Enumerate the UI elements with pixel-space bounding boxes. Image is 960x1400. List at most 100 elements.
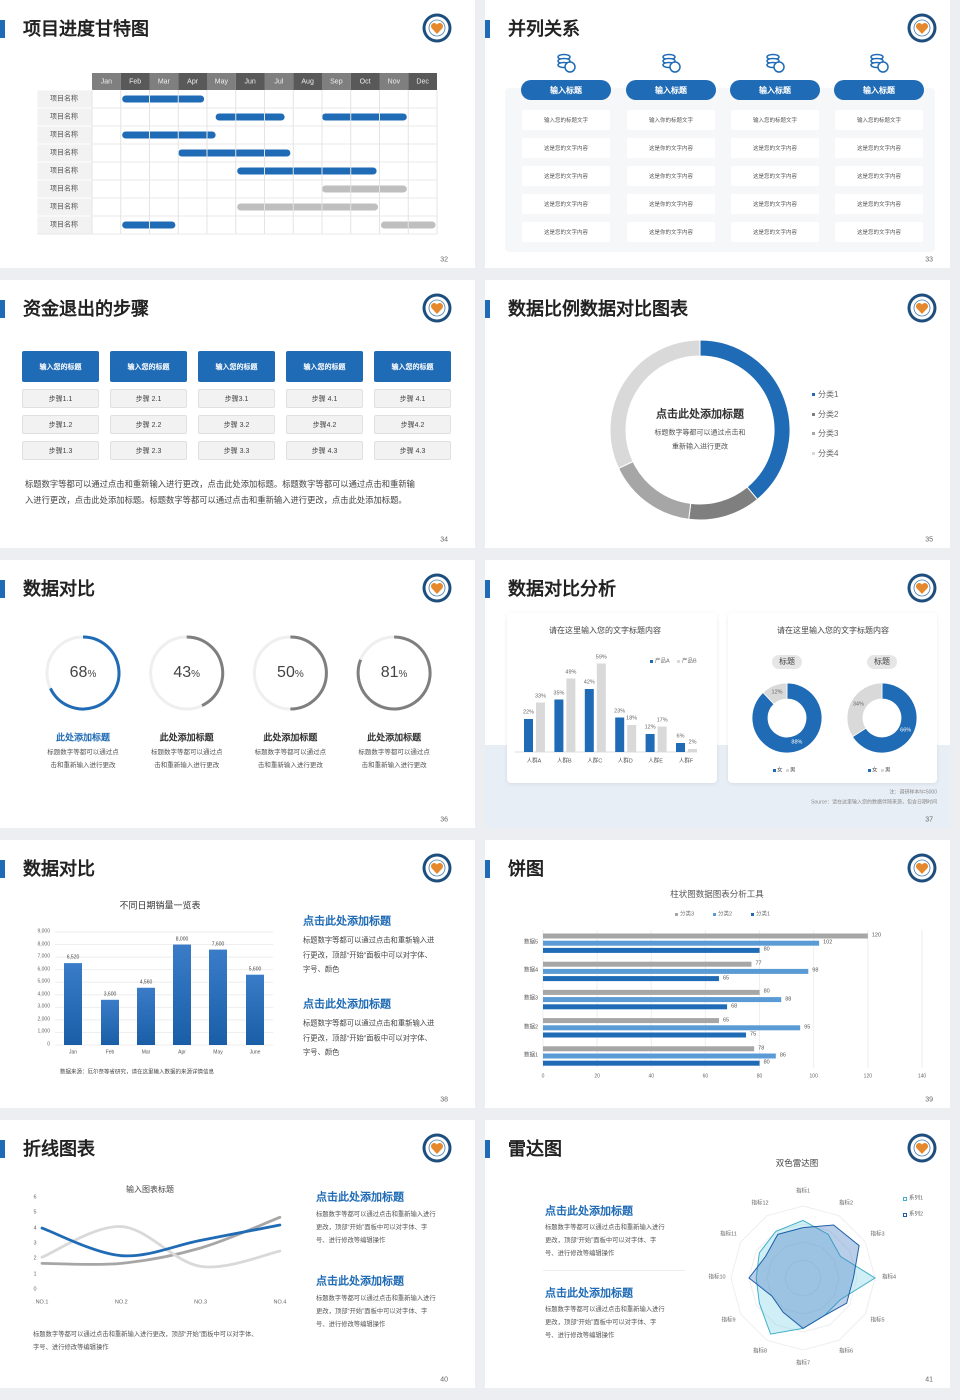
page-number: 40 xyxy=(440,1376,448,1384)
category-label: 人群E xyxy=(648,758,663,765)
block-text: 标题数字等都可以通过点击和重新输入进行 xyxy=(316,1210,436,1218)
chart-title: 输入图表标题 xyxy=(126,1185,174,1194)
line-series-2 xyxy=(40,1225,282,1269)
content-cell: 这是您的文字内容 xyxy=(835,222,923,242)
content-cell: 这是你的文字内容 xyxy=(627,138,715,158)
coin-stack-icon xyxy=(557,53,576,73)
month-header-cell xyxy=(350,73,380,90)
legend-swatch xyxy=(677,660,680,663)
content-cell: 这是您的文字内容 xyxy=(731,222,819,242)
y-tick-label: 8,000 xyxy=(37,941,50,948)
gantt-bar xyxy=(237,203,379,211)
donut-slice-女 xyxy=(751,682,823,754)
bar-产品A xyxy=(584,689,594,752)
step-box: 步骤1.1 xyxy=(22,389,99,408)
page-number: 38 xyxy=(440,1096,448,1104)
step-box: 步骤 4.1 xyxy=(374,389,451,408)
bar-分类3 xyxy=(543,1018,719,1024)
y-tick-label: 0 xyxy=(47,1041,50,1048)
row-label: 项目名称 xyxy=(50,149,78,157)
heart-icon xyxy=(915,862,929,874)
block-text: 标题数字等都可以通过点击和重新输入进 xyxy=(303,935,435,945)
gantt-bar xyxy=(237,167,377,175)
content-cell: 这是您的文字内容 xyxy=(731,194,819,214)
slide-37-analysis: 数据对比分析 37 请在这里输入您的文字标题内容 22% 33% 人群A 35% 49% 人群B… xyxy=(485,560,950,828)
donut-slice-分类2 xyxy=(688,486,759,521)
x-tick-label: 0 xyxy=(541,1073,545,1080)
bar-产品B xyxy=(536,702,545,752)
x-tick-label: 120 xyxy=(863,1073,873,1080)
legend-label: 分类4 xyxy=(818,448,839,458)
donut-center-text: 标题数字等都可以通过点击和 xyxy=(654,429,746,437)
bar-分类1 xyxy=(543,1060,760,1066)
column-header-button[interactable]: 输入标题 xyxy=(521,80,611,100)
title-accent-bar xyxy=(0,860,5,878)
bar-分类3 xyxy=(543,961,752,967)
bar-分类2 xyxy=(543,1025,801,1031)
content-cell: 这是你的文字内容 xyxy=(627,166,715,186)
column-header-button[interactable]: 输入标题 xyxy=(626,80,716,100)
month-header-cell xyxy=(120,73,150,90)
block-text: 标题数字等都可以通过点击和重新输入进行 xyxy=(545,1223,665,1231)
ring-text: 标题数字等都可以通过点 xyxy=(358,748,430,756)
row-label: 项目名称 xyxy=(50,203,78,211)
content-cell: 这是您的文字内容 xyxy=(835,194,923,214)
block-text: 行更改，顶部“开始”面板中可以对字体、 xyxy=(303,949,432,959)
donut-slice-男 xyxy=(762,682,788,705)
school-emblem-logo xyxy=(422,853,452,883)
ring-heading: 此处添加标题 xyxy=(55,732,111,743)
row-label: 项目名称 xyxy=(50,95,78,103)
x-tick-label: Mar xyxy=(141,1049,151,1056)
legend-label: 产品A xyxy=(655,657,670,664)
category-label: 数据2 xyxy=(523,1023,538,1030)
bar-value-label: 4,560 xyxy=(139,979,153,986)
ring-text: 击和重新输入进行更改 xyxy=(154,761,220,769)
title-accent-bar xyxy=(0,300,5,318)
content-cell: 这是您的文字内容 xyxy=(522,194,610,214)
dollar-coin xyxy=(877,61,889,73)
legend-label: 男 xyxy=(790,766,796,773)
step-box: 步骤1.3 xyxy=(22,441,99,460)
slide-36-rings: 数据对比 36 68% 此处添加标题 标题数字等都可以通过点 击和重新输入进行更改 43% 此… xyxy=(0,560,475,828)
step-box: 步骤4.2 xyxy=(374,415,451,434)
radar-axis-label: 指标2 xyxy=(838,1199,854,1206)
title-accent-bar xyxy=(485,300,490,318)
y-tick-label: 0 xyxy=(33,1286,37,1293)
radar-grid xyxy=(766,1241,840,1315)
radar-axis-label: 指标8 xyxy=(752,1348,768,1355)
block-text: 字号、颜色 xyxy=(303,964,340,974)
bar-value-label: 2% xyxy=(688,739,697,746)
legend-swatch xyxy=(903,1213,907,1217)
y-tick-label: 5,000 xyxy=(37,978,50,985)
line-series-3 xyxy=(40,1215,282,1266)
legend-label: 分类3 xyxy=(818,429,839,438)
title-accent-bar xyxy=(485,20,490,38)
slide-39-hbar: 饼图 39 柱状图数据图表分析工具 分类3 分类2 分类1 0 20 40 60 80 100 120 1… xyxy=(485,840,950,1108)
bar-value-label: 68 xyxy=(731,1003,738,1010)
y-tick-label: 2,000 xyxy=(37,1016,50,1023)
x-tick-label: 100 xyxy=(809,1073,818,1080)
bar-value-label: 23% xyxy=(614,707,626,714)
column-header-button[interactable]: 输入标题 xyxy=(730,80,820,100)
chart-canvas xyxy=(55,931,273,1046)
bar-May xyxy=(209,949,227,1045)
block-text: 号、进行修改等编辑操作 xyxy=(545,1249,615,1257)
month-label: May xyxy=(214,78,228,85)
legend-swatch xyxy=(812,393,815,396)
legend-label: 分类3 xyxy=(680,910,695,917)
coin-stack-icon xyxy=(662,53,681,73)
month-header-cell xyxy=(235,73,265,90)
donut-value-label: 12% xyxy=(771,689,783,696)
gantt-bar xyxy=(322,113,407,121)
block-text: 更改，顶部“开始”面板中可以对字体、字 xyxy=(545,1236,657,1244)
category-label: 人群B xyxy=(557,758,572,765)
content-cell: 这是您的文字内容 xyxy=(835,166,923,186)
divider xyxy=(543,1270,685,1271)
y-tick-label: 3,000 xyxy=(37,1003,50,1010)
chart-title: 柱状图数据图表分析工具 xyxy=(670,888,764,899)
ring-progress xyxy=(290,635,328,711)
donut-slice-分类4 xyxy=(609,339,701,469)
bar-value-label: 80 xyxy=(763,1059,770,1066)
column-header-button[interactable]: 输入标题 xyxy=(834,80,924,100)
bar-card xyxy=(507,613,717,783)
